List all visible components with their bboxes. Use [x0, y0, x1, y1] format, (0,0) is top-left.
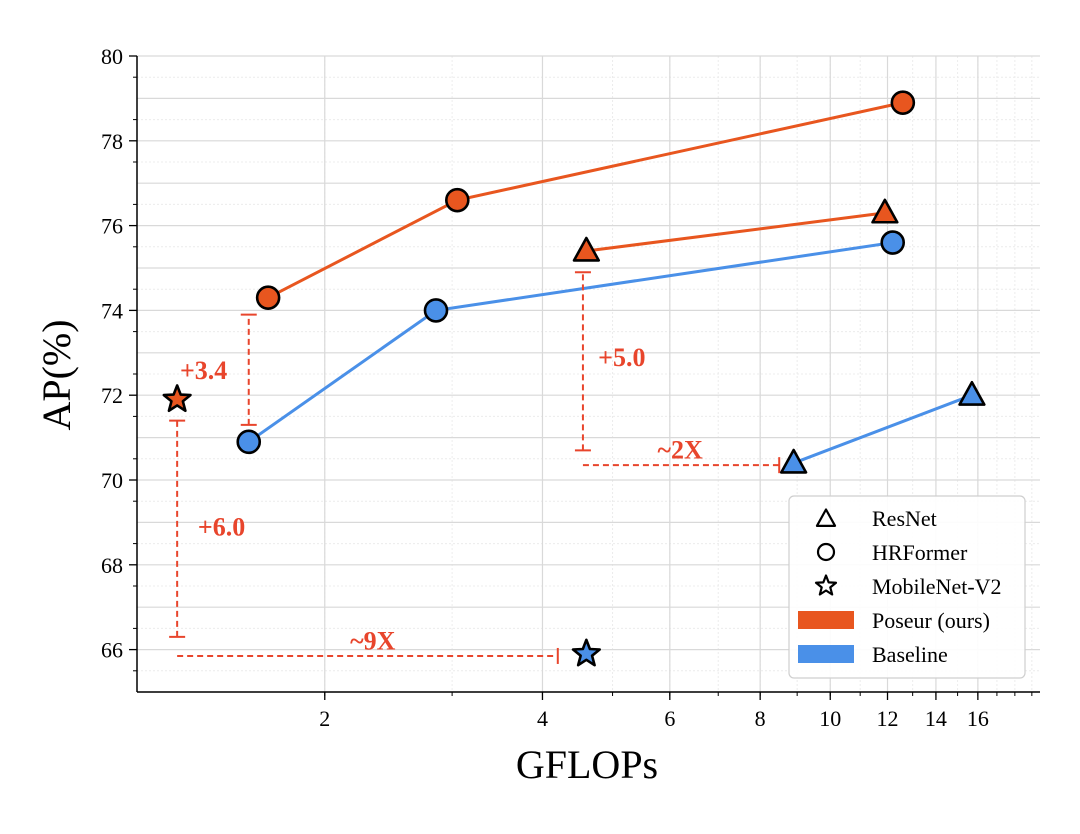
data-point-poseur-hrformer — [445, 187, 470, 213]
legend-swatch-circle — [816, 542, 836, 562]
y-tick-label: 74 — [101, 298, 123, 323]
annotation-label: +3.4 — [180, 356, 227, 385]
data-point-poseur-hrformer — [890, 90, 916, 115]
legend-swatch-baseline — [798, 645, 854, 663]
y-tick-label: 76 — [101, 214, 123, 239]
legend-swatch-poseur — [798, 611, 854, 629]
legend-label: Poseur (ours) — [872, 608, 990, 633]
data-point-poseur-resnet — [572, 236, 601, 262]
legend-swatch-triangle — [815, 508, 837, 527]
x-axis-title: GFLOPs — [516, 742, 658, 787]
x-tick-label: 4 — [537, 706, 548, 731]
legend-label: ResNet — [872, 506, 937, 531]
annotation-label: +5.0 — [598, 343, 645, 372]
y-axis-title: AP(%) — [34, 319, 79, 430]
data-point-poseur-resnet — [871, 198, 899, 224]
series-line-poseur-resnet — [586, 211, 886, 253]
legend-box — [788, 495, 1026, 679]
series-lines — [247, 101, 973, 465]
data-point-baseline-hrformer — [236, 429, 262, 455]
x-tick-label: 8 — [755, 706, 766, 731]
markers — [162, 90, 986, 667]
data-point-baseline-resnet — [780, 448, 808, 474]
legend-label: HRFormer — [872, 540, 968, 565]
data-point-baseline-mobilenet-v2 — [571, 638, 601, 667]
legend-label: Baseline — [872, 642, 948, 667]
legend-swatch-star — [814, 574, 838, 596]
series-line-baseline-hrformer — [247, 241, 893, 444]
x-tick-label: 2 — [319, 706, 330, 731]
data-point-baseline-hrformer — [423, 298, 449, 323]
data-point-baseline-resnet — [958, 380, 986, 406]
y-tick-label: 78 — [101, 129, 123, 154]
x-tick-label: 14 — [925, 706, 947, 731]
y-tick-label: 70 — [101, 468, 123, 493]
series-line-baseline-resnet — [793, 393, 973, 465]
annotation-label: ~2X — [657, 435, 703, 464]
y-tick-label: 68 — [101, 553, 123, 578]
y-tick-label: 66 — [101, 638, 123, 663]
data-point-poseur-hrformer — [255, 285, 281, 310]
x-tick-label: 16 — [967, 706, 989, 731]
annotations: +3.4 +5.0 ~2X +6.0 ~9X — [169, 271, 781, 664]
y-tick-label: 72 — [101, 383, 123, 408]
legend-label: MobileNet-V2 — [872, 574, 1002, 599]
x-tick-label: 12 — [877, 706, 899, 731]
annotation-label: ~9X — [350, 626, 396, 655]
annotation-label: +6.0 — [198, 513, 245, 542]
x-tick-label: 10 — [819, 706, 841, 731]
data-point-poseur-mobilenet-v2 — [162, 384, 192, 413]
data-point-baseline-hrformer — [880, 230, 906, 255]
x-tick-label: 6 — [664, 706, 675, 731]
legend: ResNet HRFormer MobileNet-V2 Poseur (ours) B… — [788, 495, 1026, 679]
y-tick-label: 80 — [101, 44, 123, 69]
